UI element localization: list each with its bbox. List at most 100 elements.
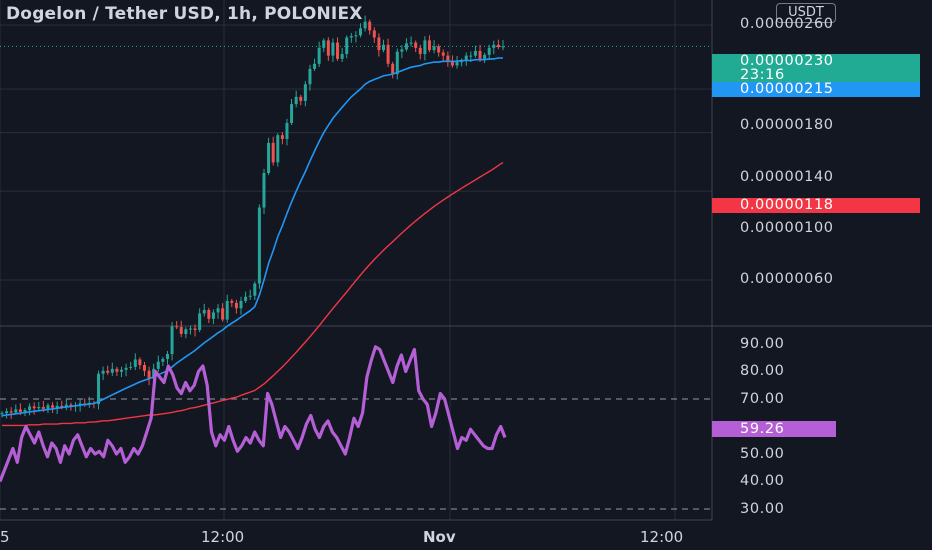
candle-body [276,135,280,163]
candle-body [147,370,151,379]
candle-body [179,326,183,334]
candle-body [377,37,381,51]
candle-body [363,21,367,29]
candle-body [354,35,358,37]
candle-body [372,30,376,38]
candle-body [483,54,487,59]
candle-body [368,21,372,31]
candle-body [138,359,142,366]
candle-body [207,309,211,319]
candle-body [248,295,252,297]
candle-body [391,63,395,75]
candle-body [267,142,271,174]
candle-body [308,68,312,85]
candle-body [478,50,482,59]
rsi-series [0,345,507,483]
candle-body [404,43,408,50]
candle-body [244,296,248,301]
candle-body [55,405,59,408]
candle-body [46,405,50,409]
price-tick-label: 0.00000060 [740,271,834,287]
candle-body [427,40,431,51]
candle-body [359,28,363,36]
candle-body [37,407,41,409]
rsi-value-label: 59.26 [712,421,836,437]
candle-body [395,51,399,75]
candle-body [142,365,146,371]
ma-fast-label: 0.00000215 [712,82,920,97]
candle-body [120,369,124,372]
candle-body [381,44,385,51]
moving-average-lines [1,57,504,427]
candle-body [28,406,32,411]
candle-body [423,40,427,55]
candle-body [455,62,459,66]
candle-body [175,326,179,328]
candle-body [501,46,505,48]
price-tick-label: 0.00000140 [740,169,834,185]
candle-body [211,312,215,319]
candle-body [326,40,330,56]
candle-body [188,328,192,330]
candle-body [115,368,119,372]
chart-title: Dogelon / Tether USD, 1h, POLONIEX [6,4,363,24]
candle-body [496,44,500,48]
candle-body [225,300,229,320]
candle-body [97,373,101,405]
candle-body [184,329,188,334]
candle-body [9,411,13,413]
candle-body [230,300,234,303]
rsi-tick-label: 50.00 [740,446,785,462]
price-tick-label: 0.00000180 [740,117,834,133]
ma-slow-line [2,161,504,427]
candle-body [487,47,491,55]
candle-body [221,308,225,320]
candle-body [469,55,473,57]
candle-body [409,42,413,44]
candle-body [285,122,289,139]
candle-countdown: 23:16 [740,67,785,83]
candle-body [110,368,114,373]
candle-body [331,42,335,56]
candle-body [441,52,445,56]
candle-body [400,49,404,52]
candle-body [18,409,22,412]
candle-body [294,96,298,105]
candle-body [32,406,36,409]
candle-body [418,47,422,55]
rsi-tick-label: 70.00 [740,391,785,407]
candle-body [280,135,284,139]
candle-body [156,361,160,369]
candle-body [5,411,9,414]
candle-body [23,410,27,412]
candle-body [106,370,110,373]
candle-body [253,283,257,296]
currency-button[interactable]: USDT [776,3,836,23]
candle-body [257,207,261,284]
candle-body [170,326,174,355]
candle-body [340,54,344,59]
candlestick-series [0,15,505,419]
candle-body [464,55,468,61]
candle-body [437,46,441,53]
candle-body [60,405,64,408]
candle-body [322,40,326,48]
candle-body [313,63,317,69]
last-price-value: 0.00000230 [740,53,834,69]
rsi-tick-label: 80.00 [740,363,785,379]
candle-body [262,173,266,208]
candle-body [51,405,55,408]
last-price-label: 0.00000230 23:16 [712,54,920,84]
time-tick-label: Nov [423,528,456,546]
price-tick-label: 0.00000260 [740,16,834,32]
candle-body [414,42,418,48]
candle-body [69,404,73,407]
candle-body [299,96,303,101]
candle-body [345,37,349,55]
candle-body [460,60,464,63]
candle-body [202,309,206,314]
candle-body [78,403,82,406]
candle-body [234,302,238,309]
candle-body [64,404,68,408]
